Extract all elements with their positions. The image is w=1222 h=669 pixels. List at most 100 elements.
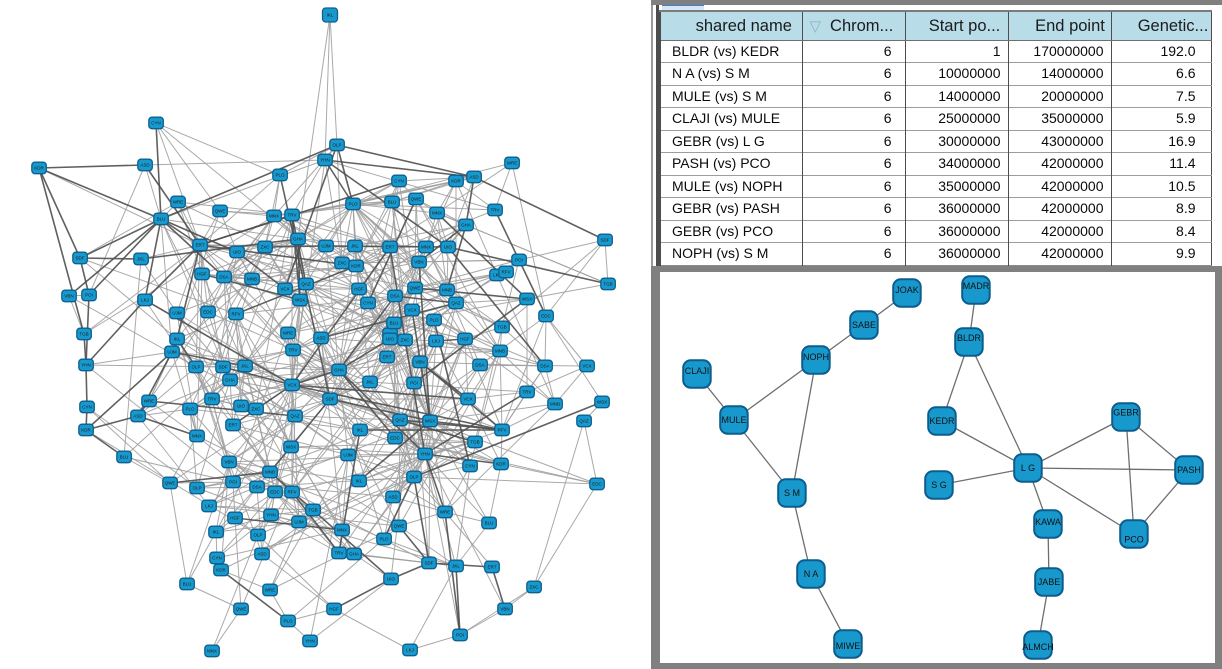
svg-text:BLU: BLU: [485, 521, 494, 526]
svg-text:GEBR: GEBR: [1113, 408, 1139, 418]
svg-text:BLU: BLU: [183, 582, 192, 587]
svg-text:IKL: IKL: [356, 479, 363, 484]
svg-text:RFV: RFV: [288, 490, 297, 495]
svg-text:MNX: MNX: [432, 211, 442, 216]
svg-text:HGF: HGF: [230, 516, 240, 521]
svg-text:DSA: DSA: [540, 364, 549, 369]
svg-text:ASD: ASD: [140, 163, 150, 168]
svg-text:ZXC: ZXC: [261, 245, 271, 250]
svg-text:DSA: DSA: [390, 294, 399, 299]
svg-text:BLDR: BLDR: [957, 333, 982, 343]
svg-text:QWE: QWE: [410, 286, 421, 291]
svg-text:KDR: KDR: [81, 428, 91, 433]
svg-text:KDR: KDR: [216, 568, 226, 573]
svg-text:UIO: UIO: [386, 337, 395, 342]
svg-text:MNB: MNB: [442, 288, 452, 293]
svg-text:TGB: TGB: [79, 332, 88, 337]
svg-text:JKL: JKL: [137, 257, 145, 262]
svg-text:CYN: CYN: [212, 556, 222, 561]
svg-text:WSX: WSX: [597, 400, 607, 405]
svg-text:OLP: OLP: [191, 365, 200, 370]
svg-text:SDF: SDF: [326, 397, 335, 402]
svg-text:WRE: WRE: [440, 510, 451, 515]
svg-text:MNX: MNX: [207, 649, 217, 654]
svg-text:UJM: UJM: [321, 244, 330, 249]
svg-text:IKL: IKL: [357, 428, 364, 433]
svg-text:S M: S M: [784, 488, 800, 498]
svg-text:POI: POI: [229, 480, 237, 485]
svg-text:VBN: VBN: [64, 294, 73, 299]
svg-text:HGF: HGF: [329, 607, 339, 612]
svg-text:ZXC: ZXC: [338, 261, 348, 266]
svg-text:DSA: DSA: [475, 363, 484, 368]
svg-text:TRV: TRV: [289, 348, 298, 353]
svg-text:RFV: RFV: [498, 428, 507, 433]
svg-text:MNB: MNB: [550, 402, 560, 407]
svg-text:JKL: JKL: [351, 244, 359, 249]
svg-text:KDR: KDR: [351, 264, 361, 269]
svg-text:UJM: UJM: [172, 311, 181, 316]
svg-text:TRV: TRV: [523, 390, 532, 395]
svg-text:QWE: QWE: [165, 481, 176, 486]
svg-text:PLO: PLO: [283, 619, 293, 624]
svg-text:JKL: JKL: [452, 564, 460, 569]
svg-text:QWE: QWE: [411, 197, 422, 202]
svg-text:WRE: WRE: [144, 399, 155, 404]
svg-text:SDF: SDF: [219, 365, 228, 370]
svg-text:ERT: ERT: [383, 355, 392, 360]
svg-text:LKJ: LKJ: [205, 504, 213, 509]
svg-text:WSX: WSX: [425, 419, 435, 424]
svg-text:TGB: TGB: [603, 282, 612, 287]
svg-text:QWE: QWE: [236, 607, 247, 612]
svg-text:QWE: QWE: [394, 524, 405, 529]
svg-text:POI: POI: [456, 633, 464, 638]
svg-text:VCX: VCX: [463, 397, 472, 402]
svg-text:PLO: PLO: [429, 318, 439, 323]
svg-text:UIO: UIO: [387, 577, 396, 582]
svg-text:CYN: CYN: [363, 301, 373, 306]
svg-text:JOAK: JOAK: [895, 285, 919, 295]
svg-text:UJM: UJM: [167, 350, 176, 355]
svg-text:ERT: ERT: [196, 243, 205, 248]
svg-text:GHA: GHA: [334, 368, 344, 373]
svg-text:OLP: OLP: [253, 533, 262, 538]
svg-text:EDC: EDC: [270, 490, 280, 495]
svg-text:QAZ: QAZ: [290, 414, 300, 419]
svg-text:BLU: BLU: [388, 200, 397, 205]
svg-text:MNB: MNB: [247, 277, 257, 282]
svg-text:MNX: MNX: [337, 528, 347, 533]
svg-text:TRV: TRV: [491, 208, 500, 213]
svg-text:ASD: ASD: [257, 552, 267, 557]
svg-text:HGF: HGF: [460, 337, 470, 342]
svg-text:WRE: WRE: [507, 161, 518, 166]
svg-text:WSX: WSX: [286, 445, 296, 450]
svg-text:WRE: WRE: [265, 588, 276, 593]
svg-text:ERT: ERT: [229, 423, 238, 428]
svg-text:RFV: RFV: [232, 312, 241, 317]
svg-text:OLP: OLP: [192, 486, 201, 491]
svg-text:KDR: KDR: [34, 166, 44, 171]
svg-text:DSA: DSA: [252, 485, 261, 490]
svg-text:LKJ: LKJ: [493, 273, 501, 278]
svg-text:UIO: UIO: [444, 245, 453, 250]
svg-text:RFV: RFV: [502, 270, 511, 275]
svg-text:L G: L G: [1021, 463, 1035, 473]
svg-text:POI: POI: [410, 381, 418, 386]
svg-text:YHN: YHN: [266, 513, 276, 518]
svg-text:DSA: DSA: [219, 275, 228, 280]
svg-text:ASD: ASD: [388, 495, 398, 500]
svg-text:CYN: CYN: [394, 179, 404, 184]
svg-text:QAZ: QAZ: [301, 282, 311, 287]
svg-text:S G: S G: [931, 480, 947, 490]
svg-text:TGB: TGB: [470, 440, 479, 445]
svg-text:PLO: PLO: [379, 537, 389, 542]
svg-text:LKJ: LKJ: [432, 339, 440, 344]
svg-text:QAZ: QAZ: [395, 418, 405, 423]
svg-text:VCX: VCX: [287, 383, 296, 388]
svg-text:QWE: QWE: [215, 209, 226, 214]
svg-text:KDR: KDR: [496, 462, 506, 467]
svg-text:GHA: GHA: [461, 223, 471, 228]
svg-text:MNX: MNX: [269, 214, 279, 219]
svg-text:LKJ: LKJ: [406, 648, 414, 653]
svg-text:ZXC: ZXC: [401, 338, 411, 343]
